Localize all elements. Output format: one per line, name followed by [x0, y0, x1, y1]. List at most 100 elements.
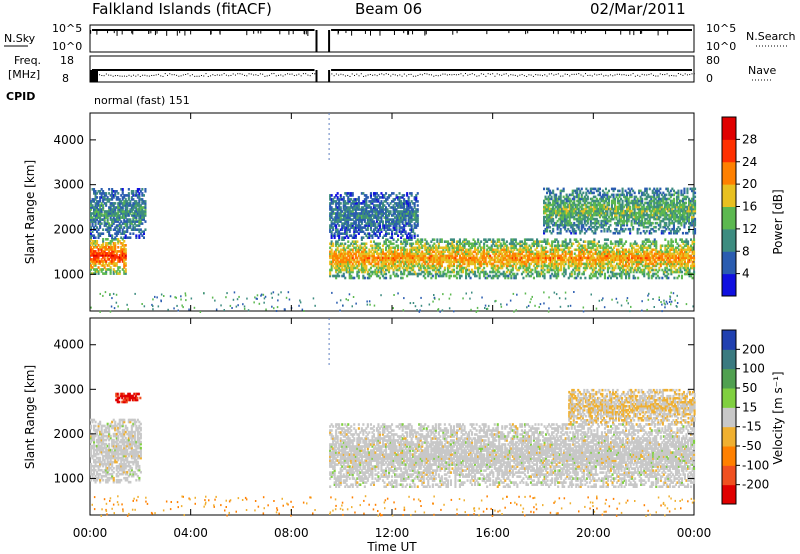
power-cell: [401, 258, 404, 262]
power-cell: [409, 220, 412, 223]
power-cell: [144, 212, 147, 215]
power-cell: [590, 258, 593, 262]
power-cell: [360, 228, 363, 231]
power-cell: [363, 270, 366, 274]
power-cell: [93, 210, 96, 213]
power-cell: [329, 208, 332, 211]
power-cell: [374, 206, 377, 209]
power-cell: [407, 266, 410, 270]
power-cell: [434, 248, 437, 252]
power-cell: [339, 260, 342, 264]
power-cell: [510, 270, 513, 274]
power-cell: [350, 224, 353, 227]
power-cell: [388, 268, 391, 272]
power-cell: [338, 268, 341, 272]
power-cell: [102, 240, 105, 243]
power-cell: [372, 258, 375, 262]
power-cell: [401, 230, 404, 233]
nave-dot: [689, 74, 691, 76]
power-cell: [345, 270, 348, 274]
power-cell: [112, 212, 115, 215]
power-cell: [685, 256, 688, 260]
power-cell: [108, 226, 111, 229]
power-cell: [138, 212, 141, 215]
nave-dot: [600, 73, 602, 75]
power-cell: [539, 240, 542, 243]
power-cell: [353, 266, 356, 270]
power-cell: [335, 252, 338, 256]
power-cell: [378, 256, 381, 260]
power-cell: [555, 266, 558, 270]
power-cell: [573, 276, 576, 280]
power-cell: [404, 222, 407, 225]
power-cell: [448, 266, 451, 270]
power-cell: [385, 216, 388, 219]
power-cell: [372, 220, 375, 223]
power-cell: [587, 240, 590, 243]
power-cell: [407, 202, 410, 205]
power-cell: [463, 252, 466, 256]
power-cell: [685, 238, 688, 241]
power-cell: [513, 238, 516, 241]
power-cell: [443, 268, 446, 272]
power-cell: [353, 236, 356, 239]
power-cell: [345, 256, 348, 260]
power-cell: [114, 226, 117, 229]
power-cell: [332, 254, 335, 258]
power-cell: [668, 252, 671, 256]
power-cell: [365, 266, 368, 270]
power-cell: [344, 266, 347, 270]
power-cell: [561, 258, 564, 262]
power-cell: [505, 250, 508, 254]
power-cell: [440, 252, 443, 256]
power-cell: [410, 248, 413, 252]
power-cell: [338, 208, 341, 211]
power-cell: [424, 248, 427, 252]
power-cell: [416, 208, 419, 211]
power-cell: [523, 248, 526, 252]
power-cell: [123, 272, 126, 275]
power-cell: [106, 220, 109, 223]
power-cell: [132, 202, 135, 205]
power-cell: [653, 244, 656, 248]
power-cell: [365, 200, 368, 203]
power-cell: [629, 260, 632, 264]
power-cell: [398, 252, 401, 256]
power-cell: [635, 260, 638, 264]
power-cell: [341, 232, 344, 235]
power-cell: [567, 256, 570, 260]
power-cell: [439, 272, 442, 276]
power-cell: [536, 240, 539, 243]
power-cell: [124, 254, 127, 257]
power-cell: [691, 252, 694, 256]
power-cell: [99, 208, 102, 211]
power-cell: [495, 260, 498, 264]
power-cell: [120, 258, 123, 261]
power-cell: [341, 242, 344, 246]
power-cell: [593, 274, 596, 278]
power-cell: [520, 240, 523, 243]
nave-dot: [460, 73, 462, 75]
power-cell: [471, 260, 474, 264]
power-cell: [569, 250, 572, 254]
power-cell: [614, 242, 617, 246]
power-cell: [520, 258, 523, 262]
power-cell: [619, 252, 622, 256]
power-cell: [106, 252, 109, 255]
power-cell: [357, 216, 360, 219]
power-cell: [407, 208, 410, 211]
power-cell: [570, 260, 573, 264]
power-cell: [400, 262, 403, 266]
power-cell: [472, 260, 475, 264]
power-cell: [496, 266, 499, 270]
power-cell: [333, 256, 336, 260]
power-cell: [619, 256, 622, 260]
power-cell: [100, 188, 103, 191]
power-cell: [517, 250, 520, 254]
power-cell: [380, 218, 383, 221]
power-cell: [99, 196, 102, 199]
power-cell: [96, 206, 99, 209]
power-cell: [549, 250, 552, 254]
power-cell: [463, 238, 466, 241]
power-cell: [347, 220, 350, 223]
